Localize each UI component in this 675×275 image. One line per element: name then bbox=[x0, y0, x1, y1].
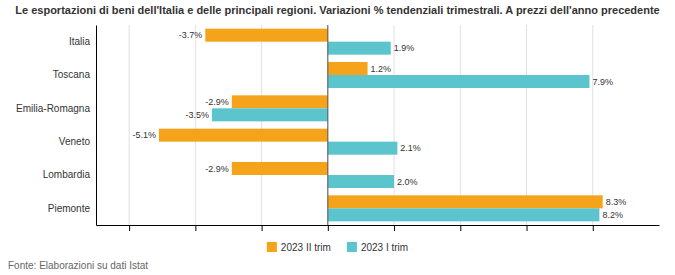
y-tick: Toscana bbox=[53, 69, 96, 80]
legend-item: 2023 II trim bbox=[267, 242, 331, 253]
data-label: 8.3% bbox=[606, 197, 627, 207]
x-axis bbox=[97, 225, 660, 231]
legend-label: 2023 I trim bbox=[361, 242, 408, 253]
grid-line bbox=[195, 25, 196, 225]
bars bbox=[159, 29, 603, 222]
y-tick-label: Veneto bbox=[59, 136, 91, 147]
y-axis-line bbox=[96, 26, 97, 226]
x-tick bbox=[195, 225, 196, 231]
x-tick bbox=[527, 225, 528, 231]
annotation: Fonte: Elaborazioni su dati Istat bbox=[8, 260, 148, 271]
y-tick: Italia bbox=[69, 36, 96, 47]
data-label: 8.2% bbox=[602, 210, 623, 220]
x-tick bbox=[328, 225, 329, 231]
chart-root: Le esportazioni di beni dell'Italia e de… bbox=[0, 0, 675, 275]
x-tick bbox=[460, 225, 461, 231]
legend-item: 2023 I trim bbox=[347, 242, 408, 253]
legend: 2023 II trim 2023 I trim bbox=[267, 242, 408, 253]
grid-line bbox=[460, 25, 461, 225]
data-label: -2.9% bbox=[205, 164, 229, 174]
x-tick bbox=[129, 225, 130, 231]
bar bbox=[328, 142, 398, 155]
bar bbox=[212, 108, 328, 121]
x-tick-mark bbox=[328, 225, 329, 231]
grid-line bbox=[526, 25, 527, 225]
plot: -3.7% 1.2% -2.9% -5.1% -2.9% 8.3% 1.9% 7.9% -3.5… bbox=[16, 25, 659, 231]
data-label: 1.9% bbox=[394, 43, 415, 53]
x-tick-mark bbox=[460, 225, 461, 231]
bar bbox=[232, 95, 328, 108]
legend-swatch bbox=[347, 242, 357, 252]
zero-line bbox=[327, 25, 328, 225]
x-tick bbox=[593, 225, 594, 231]
grid bbox=[129, 25, 593, 225]
y-tick-label: Emilia-Romagna bbox=[16, 103, 90, 114]
legend-swatch bbox=[267, 242, 277, 252]
x-tick-mark bbox=[394, 225, 395, 231]
y-tick-label: Piemonte bbox=[48, 203, 91, 214]
data-label: 1.2% bbox=[371, 64, 392, 74]
x-tick bbox=[394, 225, 395, 231]
data-label: 2.1% bbox=[400, 143, 421, 153]
bar bbox=[328, 62, 368, 75]
y-tick: Lombardia bbox=[43, 169, 96, 180]
y-tick-label: Toscana bbox=[53, 69, 91, 80]
y-tick: Piemonte bbox=[48, 203, 96, 214]
data-label: -3.7% bbox=[179, 30, 203, 40]
x-tick-mark bbox=[129, 225, 130, 231]
y-tick-label: Italia bbox=[69, 36, 91, 47]
grid-line bbox=[327, 25, 328, 225]
y-tick-label: Lombardia bbox=[43, 169, 91, 180]
bar bbox=[159, 129, 328, 142]
grid-line bbox=[394, 25, 395, 225]
x-tick-mark bbox=[195, 225, 196, 231]
x-tick bbox=[262, 225, 263, 231]
grid-line bbox=[261, 25, 262, 225]
data-label: -5.1% bbox=[132, 130, 156, 140]
x-tick-mark bbox=[527, 225, 528, 231]
bar bbox=[328, 175, 394, 188]
bar bbox=[328, 195, 603, 208]
y-axis: Italia Toscana Emilia-Romagna Veneto Lombard… bbox=[16, 26, 96, 226]
x-tick-mark bbox=[262, 225, 263, 231]
legend-label: 2023 II trim bbox=[281, 242, 331, 253]
x-tick-mark bbox=[593, 225, 594, 231]
x-axis-line bbox=[97, 225, 660, 226]
title: Le esportazioni di beni dell'Italia e de… bbox=[15, 4, 659, 16]
grid-line bbox=[592, 25, 593, 225]
data-label: -3.5% bbox=[185, 110, 209, 120]
bar bbox=[232, 162, 328, 175]
bar bbox=[328, 75, 590, 88]
data-label: 2.0% bbox=[397, 177, 418, 187]
bar bbox=[205, 29, 328, 42]
y-tick: Emilia-Romagna bbox=[16, 103, 96, 114]
bar bbox=[328, 208, 600, 221]
grid-line bbox=[129, 25, 130, 225]
data-label: 7.9% bbox=[592, 77, 613, 87]
y-tick: Veneto bbox=[59, 136, 96, 147]
data-label: -2.9% bbox=[205, 97, 229, 107]
data-labels: -3.7% 1.2% -2.9% -5.1% -2.9% 8.3% 1.9% 7.9% -3.5… bbox=[132, 30, 626, 220]
bar bbox=[328, 42, 391, 55]
